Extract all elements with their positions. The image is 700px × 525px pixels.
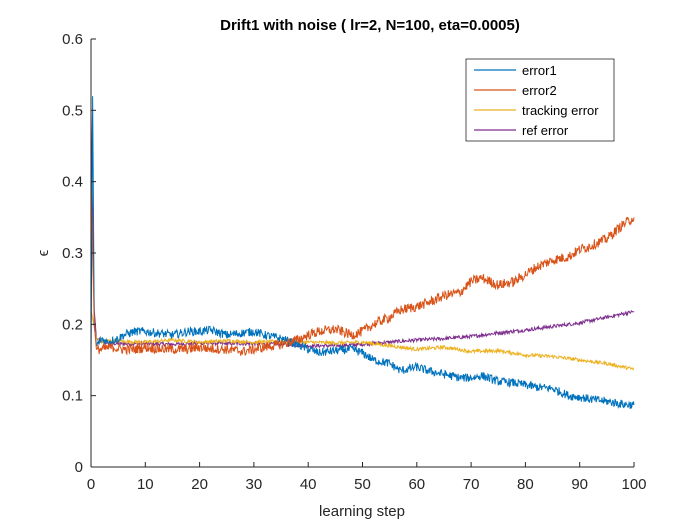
y-tick-label: 0.3 bbox=[62, 245, 83, 262]
y-tick-label: 0.4 bbox=[62, 174, 83, 191]
x-ticks: 0 10 20 30 40 50 60 70 80 90 100 bbox=[87, 462, 647, 493]
legend-label-tracking-error: tracking error bbox=[522, 103, 599, 118]
series-line-tracking-error bbox=[90, 309, 635, 371]
x-tick-label: 60 bbox=[408, 476, 425, 493]
x-tick-label: 10 bbox=[137, 476, 154, 493]
y-tick-label: 0 bbox=[75, 459, 83, 476]
series-layer bbox=[90, 96, 635, 410]
series-line-error2 bbox=[90, 181, 635, 356]
y-tick-label: 0.6 bbox=[62, 31, 83, 48]
x-axis-label: learning step bbox=[319, 503, 405, 520]
legend-items: error1 error2 tracking error ref error bbox=[474, 63, 599, 138]
legend: error1 error2 tracking error ref error bbox=[465, 58, 615, 142]
legend-box bbox=[465, 58, 615, 142]
x-tick-label: 0 bbox=[87, 476, 95, 493]
x-tick-label: 50 bbox=[354, 476, 371, 493]
legend-label-ref-error: ref error bbox=[522, 123, 569, 138]
y-axis-label: ϵ bbox=[35, 249, 52, 256]
legend-label-error1: error1 bbox=[522, 63, 557, 78]
chart-title: Drift1 with noise ( lr=2, N=100, eta=0.0… bbox=[220, 17, 520, 34]
y-ticks: 0 0.1 0.2 0.3 0.4 0.5 0.6 bbox=[62, 31, 96, 476]
x-tick-label: 70 bbox=[463, 476, 480, 493]
series-line-error1 bbox=[90, 96, 635, 410]
series-line-ref-error bbox=[90, 110, 635, 350]
y-tick-label: 0.5 bbox=[62, 102, 83, 119]
x-tick-label: 80 bbox=[517, 476, 534, 493]
x-tick-label: 40 bbox=[300, 476, 317, 493]
legend-label-error2: error2 bbox=[522, 83, 557, 98]
x-tick-label: 90 bbox=[571, 476, 588, 493]
y-tick-label: 0.2 bbox=[62, 316, 83, 333]
y-tick-label: 0.1 bbox=[62, 388, 83, 405]
x-tick-label: 20 bbox=[191, 476, 208, 493]
x-tick-label: 30 bbox=[246, 476, 263, 493]
x-tick-label: 100 bbox=[621, 476, 646, 493]
